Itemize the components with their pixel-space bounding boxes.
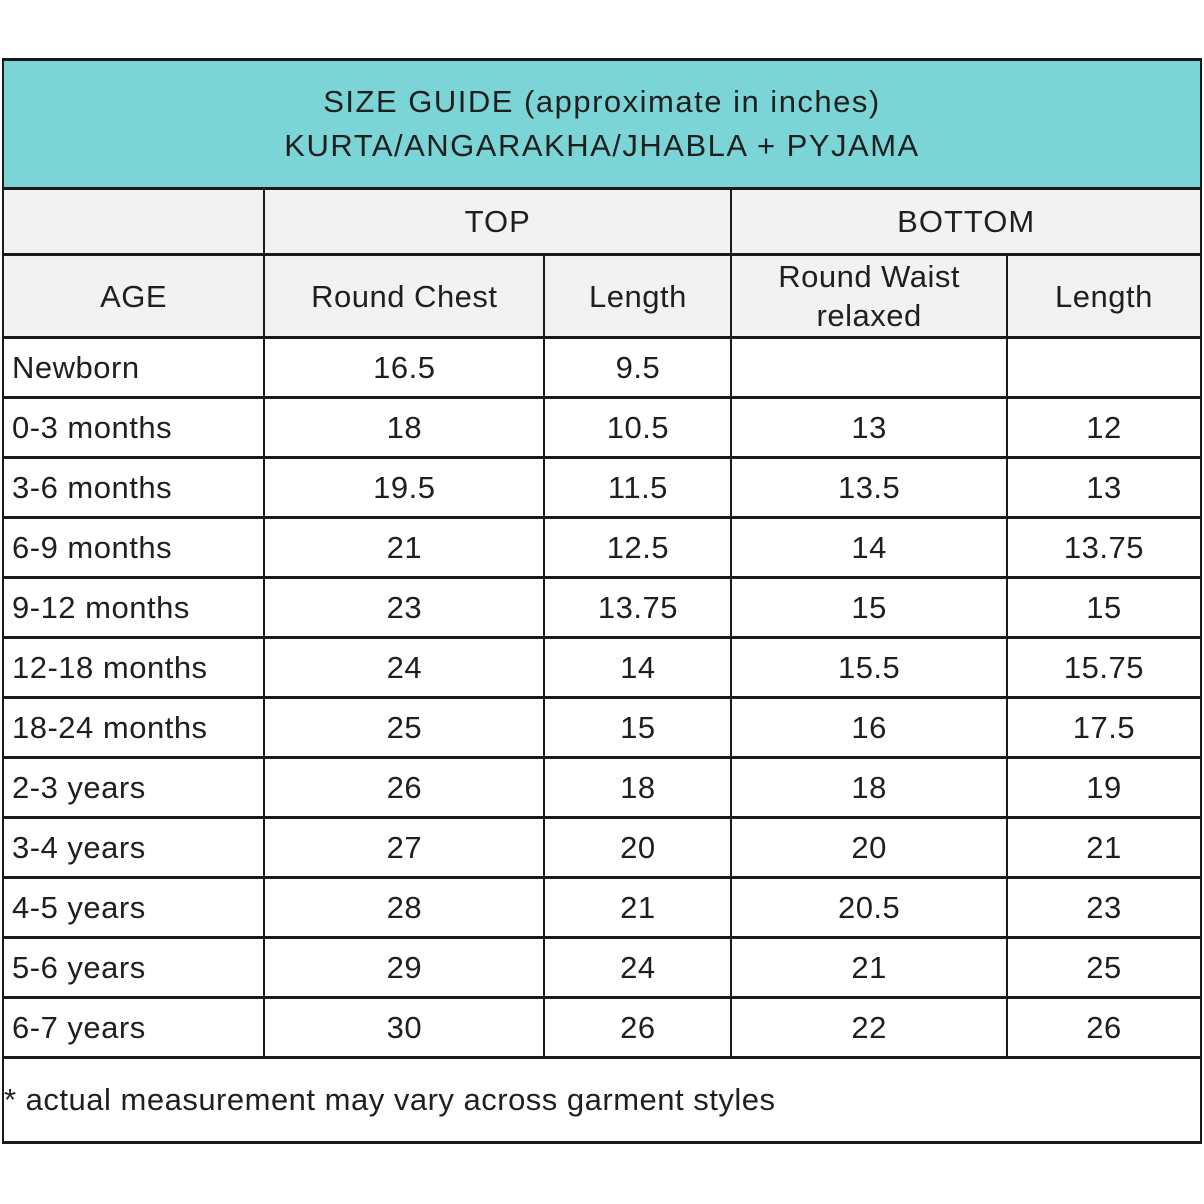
table-row: 18-24 months 25 15 16 17.5 — [1, 696, 1203, 759]
col-header-top-length: Length — [543, 253, 733, 339]
round-chest-cell: 25 — [263, 696, 546, 759]
bottom-length-cell: 23 — [1005, 876, 1203, 939]
round-waist-cell: 13 — [730, 396, 1008, 459]
round-chest-cell: 29 — [263, 936, 546, 999]
table-row: 5-6 years 29 24 21 25 — [1, 936, 1203, 999]
bottom-length-cell — [1005, 336, 1203, 399]
col-header-bottom-length: Length — [1005, 253, 1203, 339]
age-cell: 2-3 years — [1, 756, 266, 819]
age-cell: 6-7 years — [1, 996, 266, 1059]
table-row: 12-18 months 24 14 15.5 15.75 — [1, 636, 1203, 699]
col-header-round-waist: Round Waist relaxed — [730, 253, 1008, 339]
age-cell: Newborn — [1, 336, 266, 399]
bottom-length-cell: 15.75 — [1005, 636, 1203, 699]
col-header-round-chest: Round Chest — [263, 253, 546, 339]
round-chest-cell: 18 — [263, 396, 546, 459]
round-chest-cell: 30 — [263, 996, 546, 1059]
table-row: 3-6 months 19.5 11.5 13.5 13 — [1, 456, 1203, 519]
round-waist-cell: 16 — [730, 696, 1008, 759]
col-header-age: AGE — [1, 253, 266, 339]
page-subtitle: KURTA/ANGARAKHA/JHABLA + PYJAMA — [284, 128, 920, 163]
round-chest-cell: 16.5 — [263, 336, 546, 399]
round-waist-cell: 13.5 — [730, 456, 1008, 519]
round-chest-cell: 28 — [263, 876, 546, 939]
table-row: 6-7 years 30 26 22 26 — [1, 996, 1203, 1059]
round-chest-cell: 19.5 — [263, 456, 546, 519]
round-chest-cell: 23 — [263, 576, 546, 639]
age-cell: 3-4 years — [1, 816, 266, 879]
table-row: Newborn 16.5 9.5 — [1, 336, 1203, 399]
top-length-cell: 20 — [543, 816, 733, 879]
table-row: 0-3 months 18 10.5 13 12 — [1, 396, 1203, 459]
top-length-cell: 24 — [543, 936, 733, 999]
round-waist-cell — [730, 336, 1008, 399]
age-cell: 4-5 years — [1, 876, 266, 939]
round-chest-cell: 21 — [263, 516, 546, 579]
bottom-length-cell: 19 — [1005, 756, 1203, 819]
group-header-bottom: BOTTOM — [730, 187, 1202, 256]
footnote-text: * actual measurement may vary across gar… — [2, 1056, 1202, 1144]
table-row: 4-5 years 28 21 20.5 23 — [1, 876, 1203, 939]
round-waist-cell: 15 — [730, 576, 1008, 639]
age-cell: 9-12 months — [1, 576, 266, 639]
table-row: 2-3 years 26 18 18 19 — [1, 756, 1203, 819]
top-length-cell: 18 — [543, 756, 733, 819]
top-length-cell: 14 — [543, 636, 733, 699]
footnote-row: * actual measurement may vary across gar… — [2, 1056, 1202, 1144]
round-waist-cell: 14 — [730, 516, 1008, 579]
age-cell: 3-6 months — [1, 456, 266, 519]
title-banner-row: SIZE GUIDE (approximate in inches) KURTA… — [2, 58, 1202, 190]
table-row: 3-4 years 27 20 20 21 — [1, 816, 1203, 879]
bottom-length-cell: 13.75 — [1005, 516, 1203, 579]
age-cell: 5-6 years — [1, 936, 266, 999]
round-chest-cell: 24 — [263, 636, 546, 699]
top-length-cell: 10.5 — [543, 396, 733, 459]
bottom-length-cell: 25 — [1005, 936, 1203, 999]
round-waist-cell: 20.5 — [730, 876, 1008, 939]
size-guide-table: SIZE GUIDE (approximate in inches) KURTA… — [1, 58, 1203, 1144]
top-length-cell: 9.5 — [543, 336, 733, 399]
bottom-length-cell: 12 — [1005, 396, 1203, 459]
column-header-row: AGE Round Chest Length Round Waist relax… — [1, 253, 1203, 339]
age-cell: 18-24 months — [1, 696, 266, 759]
title-banner: SIZE GUIDE (approximate in inches) KURTA… — [2, 58, 1202, 190]
group-header-top: TOP — [263, 187, 733, 256]
round-waist-cell: 22 — [730, 996, 1008, 1059]
top-length-cell: 21 — [543, 876, 733, 939]
round-chest-cell: 27 — [263, 816, 546, 879]
bottom-length-cell: 13 — [1005, 456, 1203, 519]
age-cell: 6-9 months — [1, 516, 266, 579]
top-length-cell: 12.5 — [543, 516, 733, 579]
age-cell: 0-3 months — [1, 396, 266, 459]
bottom-length-cell: 26 — [1005, 996, 1203, 1059]
round-chest-cell: 26 — [263, 756, 546, 819]
round-waist-cell: 15.5 — [730, 636, 1008, 699]
page-title: SIZE GUIDE (approximate in inches) — [323, 84, 881, 119]
top-length-cell: 26 — [543, 996, 733, 1059]
top-length-cell: 13.75 — [543, 576, 733, 639]
bottom-length-cell: 21 — [1005, 816, 1203, 879]
round-waist-cell: 21 — [730, 936, 1008, 999]
group-header-row: TOP BOTTOM — [1, 187, 1202, 256]
top-length-cell: 15 — [543, 696, 733, 759]
bottom-length-cell: 17.5 — [1005, 696, 1203, 759]
age-cell: 12-18 months — [1, 636, 266, 699]
round-waist-cell: 18 — [730, 756, 1008, 819]
top-length-cell: 11.5 — [543, 456, 733, 519]
round-waist-cell: 20 — [730, 816, 1008, 879]
group-header-spacer — [1, 187, 266, 256]
table-row: 9-12 months 23 13.75 15 15 — [1, 576, 1203, 639]
table-row: 6-9 months 21 12.5 14 13.75 — [1, 516, 1203, 579]
bottom-length-cell: 15 — [1005, 576, 1203, 639]
